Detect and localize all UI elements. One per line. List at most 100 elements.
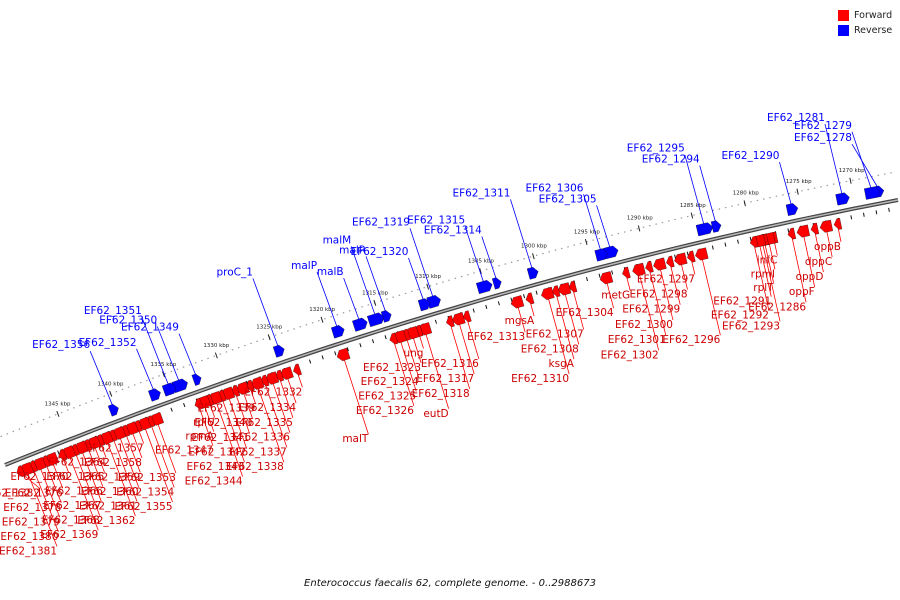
kbp-tick-label: 1310 kbp xyxy=(415,274,441,280)
kbp-tick-label: 1320 kbp xyxy=(309,307,335,313)
reverse-gene-label: malR xyxy=(339,244,366,256)
forward-swatch xyxy=(838,10,849,21)
kbp-tick xyxy=(637,225,641,232)
backbone-mark xyxy=(749,236,752,241)
forward-gene-label: EF62_1296 xyxy=(662,334,720,346)
reverse-gene-label: EF62_1319 xyxy=(352,216,410,228)
forward-label-leader xyxy=(143,424,173,503)
reverse-gene-arrow xyxy=(331,325,345,339)
forward-gene-arrow xyxy=(599,271,614,285)
kbp-tick-label: 1280 kbp xyxy=(733,190,759,196)
reverse-gene-arrow xyxy=(272,344,285,358)
reverse-gene-label: malP xyxy=(291,260,317,272)
forward-gene-arrow xyxy=(749,235,759,248)
kbp-tick-label: 1285 kbp xyxy=(680,203,706,209)
kbp-tick xyxy=(373,299,377,306)
forward-gene-label: infC xyxy=(757,254,778,266)
forward-label-leader xyxy=(763,239,774,283)
kbp-tick xyxy=(320,316,324,323)
forward-gene-label: EF62_1368 xyxy=(42,515,100,527)
forward-gene-label: rplU xyxy=(193,417,215,429)
forward-gene-label: dppC xyxy=(805,256,832,268)
kbp-tick-label: 1300 kbp xyxy=(521,244,547,250)
forward-label-leader xyxy=(118,433,139,488)
forward-gene-label: eutD xyxy=(423,408,448,420)
forward-gene-label: EF62_1359 xyxy=(82,471,140,483)
forward-gene-label: EF62_1360 xyxy=(81,486,139,498)
backbone-mark xyxy=(598,273,601,278)
reverse-gene-label: EF62_1351 xyxy=(84,305,142,317)
backbone-highlight xyxy=(4,199,899,466)
reverse-label-leader xyxy=(851,143,881,192)
forward-label-leader xyxy=(466,316,480,360)
forward-label-leader xyxy=(637,269,660,351)
forward-label-leader xyxy=(802,231,816,288)
backbone-mark xyxy=(434,319,438,324)
reverse-label-leader xyxy=(156,326,181,386)
backbone-mark xyxy=(862,212,865,217)
reverse-label-leader xyxy=(583,194,603,255)
forward-label-leader xyxy=(44,461,62,503)
reverse-label-leader xyxy=(408,257,426,305)
kbp-tick-label: 1290 kbp xyxy=(627,216,653,222)
reverse-gene-label: EF62_1278 xyxy=(794,132,852,144)
forward-gene-label: EF62_1382 xyxy=(0,488,40,500)
forward-label-leader xyxy=(263,381,288,448)
reverse-gene-arrow xyxy=(835,192,850,206)
forward-gene-label: EF62_1299 xyxy=(622,304,680,316)
forward-gene-arrow xyxy=(251,376,265,390)
forward-gene-arrow xyxy=(557,282,572,296)
forward-gene-label: EF62_1310 xyxy=(511,373,569,385)
gene-arrows xyxy=(16,185,885,477)
reverse-label-leader xyxy=(824,123,844,199)
forward-gene-label: EF62_1378 xyxy=(3,502,61,514)
forward-label-leader xyxy=(149,421,175,488)
forward-label-leader xyxy=(669,261,681,305)
forward-label-leader xyxy=(546,293,570,375)
kbp-tick xyxy=(109,390,113,397)
kbp-tick xyxy=(796,188,799,195)
forward-gene-arrow xyxy=(687,250,696,263)
reverse-gene-label: EF62_1305 xyxy=(539,193,597,205)
forward-label-leader xyxy=(32,466,59,533)
backbone-mark xyxy=(737,239,739,244)
reverse-gene-arrow xyxy=(107,404,119,417)
forward-gene-label: oppD xyxy=(796,271,824,283)
forward-label-leader xyxy=(658,264,674,321)
forward-gene-label: EF62_1335 xyxy=(235,417,293,429)
forward-label-leader xyxy=(449,321,471,390)
forward-gene-label: EF62_1358 xyxy=(84,457,142,469)
forward-gene-arrow xyxy=(541,286,555,300)
reverse-gene-label: EF62_1320 xyxy=(350,246,408,258)
forward-gene-label: EF62_1340 xyxy=(194,417,252,429)
forward-gene-label: EF62_1365 xyxy=(46,471,104,483)
kbp-tick xyxy=(690,212,694,219)
reverse-gene-label: EF62_1352 xyxy=(79,337,137,349)
forward-label-leader xyxy=(111,435,138,502)
backbone-mark xyxy=(334,351,337,356)
genome-title: Enterococcus faecalis 62, complete genom… xyxy=(304,578,596,589)
forward-gene-label: EF62_1286 xyxy=(748,301,806,313)
forward-gene-arrow xyxy=(452,312,466,326)
forward-label-leader xyxy=(105,438,136,517)
forward-gene-label: EF62_1347 xyxy=(155,445,213,457)
forward-gene-arrow xyxy=(810,222,820,235)
backbone-mark xyxy=(472,308,475,313)
forward-gene-label: EF62_1370 xyxy=(10,471,68,483)
forward-gene-label: EF62_1381 xyxy=(0,545,57,557)
reverse-label-leader xyxy=(316,271,339,332)
reverse-gene-arrow xyxy=(161,382,177,397)
forward-gene-label: EF62_1343 xyxy=(186,461,244,473)
forward-label-leader xyxy=(342,354,369,435)
forward-label-leader xyxy=(648,267,667,336)
reverse-gene-label: EF62_1281 xyxy=(767,112,825,124)
forward-gene-label: rpmI xyxy=(751,268,775,280)
reverse-gene-arrow xyxy=(476,280,493,294)
forward-gene-label: EF62_1339 xyxy=(197,402,255,414)
reverse-gene-label: malB xyxy=(317,266,344,278)
forward-label-leader xyxy=(197,404,214,446)
forward-gene-arrow xyxy=(58,448,68,461)
scale-line xyxy=(0,171,893,438)
forward-gene-label: EF62_1317 xyxy=(416,373,474,385)
reverse-label-leader xyxy=(365,256,388,316)
